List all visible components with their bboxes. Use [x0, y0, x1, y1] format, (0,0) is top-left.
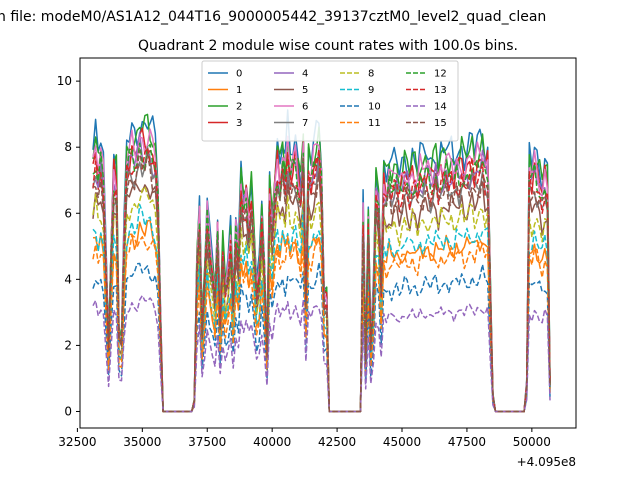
legend-label-14: 14 [434, 102, 447, 113]
x-tick-label: 47500 [448, 435, 486, 449]
figure-suptitle: n file: modeM0/AS1A12_044T16_9000005442_… [0, 9, 546, 25]
legend-label-12: 12 [434, 69, 447, 80]
series-line-11 [92, 234, 551, 413]
x-axis: 32500 35000 37500 40000 42500 45000 47500 50000 [58, 428, 551, 449]
legend-label-1: 1 [236, 85, 242, 96]
plot-frame [79, 57, 577, 429]
x-offset-label: +4.095e8 [517, 455, 576, 469]
y-axis: 0 2 4 6 8 10 [57, 74, 80, 418]
x-tick-label: 37500 [188, 435, 226, 449]
chart-title: Quadrant 2 module wise count rates with … [138, 38, 518, 54]
y-tick-label: 2 [64, 338, 72, 352]
y-tick-label: 4 [64, 272, 72, 286]
series-layer [92, 109, 551, 413]
legend-label-9: 9 [368, 85, 374, 96]
legend-label-6: 6 [302, 102, 308, 113]
y-tick-label: 6 [64, 206, 72, 220]
y-tick-label: 10 [57, 74, 72, 88]
y-tick-label: 8 [64, 140, 72, 154]
x-tick-label: 40000 [253, 435, 291, 449]
legend-label-4: 4 [302, 69, 308, 80]
x-tick-label: 42500 [318, 435, 356, 449]
legend-label-15: 15 [434, 118, 447, 129]
legend-label-7: 7 [302, 118, 308, 129]
x-tick-label: 50000 [513, 435, 551, 449]
legend-label-2: 2 [236, 102, 242, 113]
x-tick-label: 45000 [383, 435, 421, 449]
legend-label-13: 13 [434, 85, 447, 96]
legend-label-0: 0 [236, 69, 242, 80]
series-line-15 [92, 149, 551, 413]
x-tick-label: 35000 [123, 435, 161, 449]
legend-box [201, 60, 459, 142]
legend-label-8: 8 [368, 69, 374, 80]
legend-label-11: 11 [368, 118, 381, 129]
legend-label-5: 5 [302, 85, 308, 96]
x-tick-label: 32500 [58, 435, 96, 449]
legend-label-10: 10 [368, 102, 381, 113]
legend-label-3: 3 [236, 118, 242, 129]
series-line-9 [92, 203, 551, 413]
y-tick-label: 0 [64, 404, 72, 418]
